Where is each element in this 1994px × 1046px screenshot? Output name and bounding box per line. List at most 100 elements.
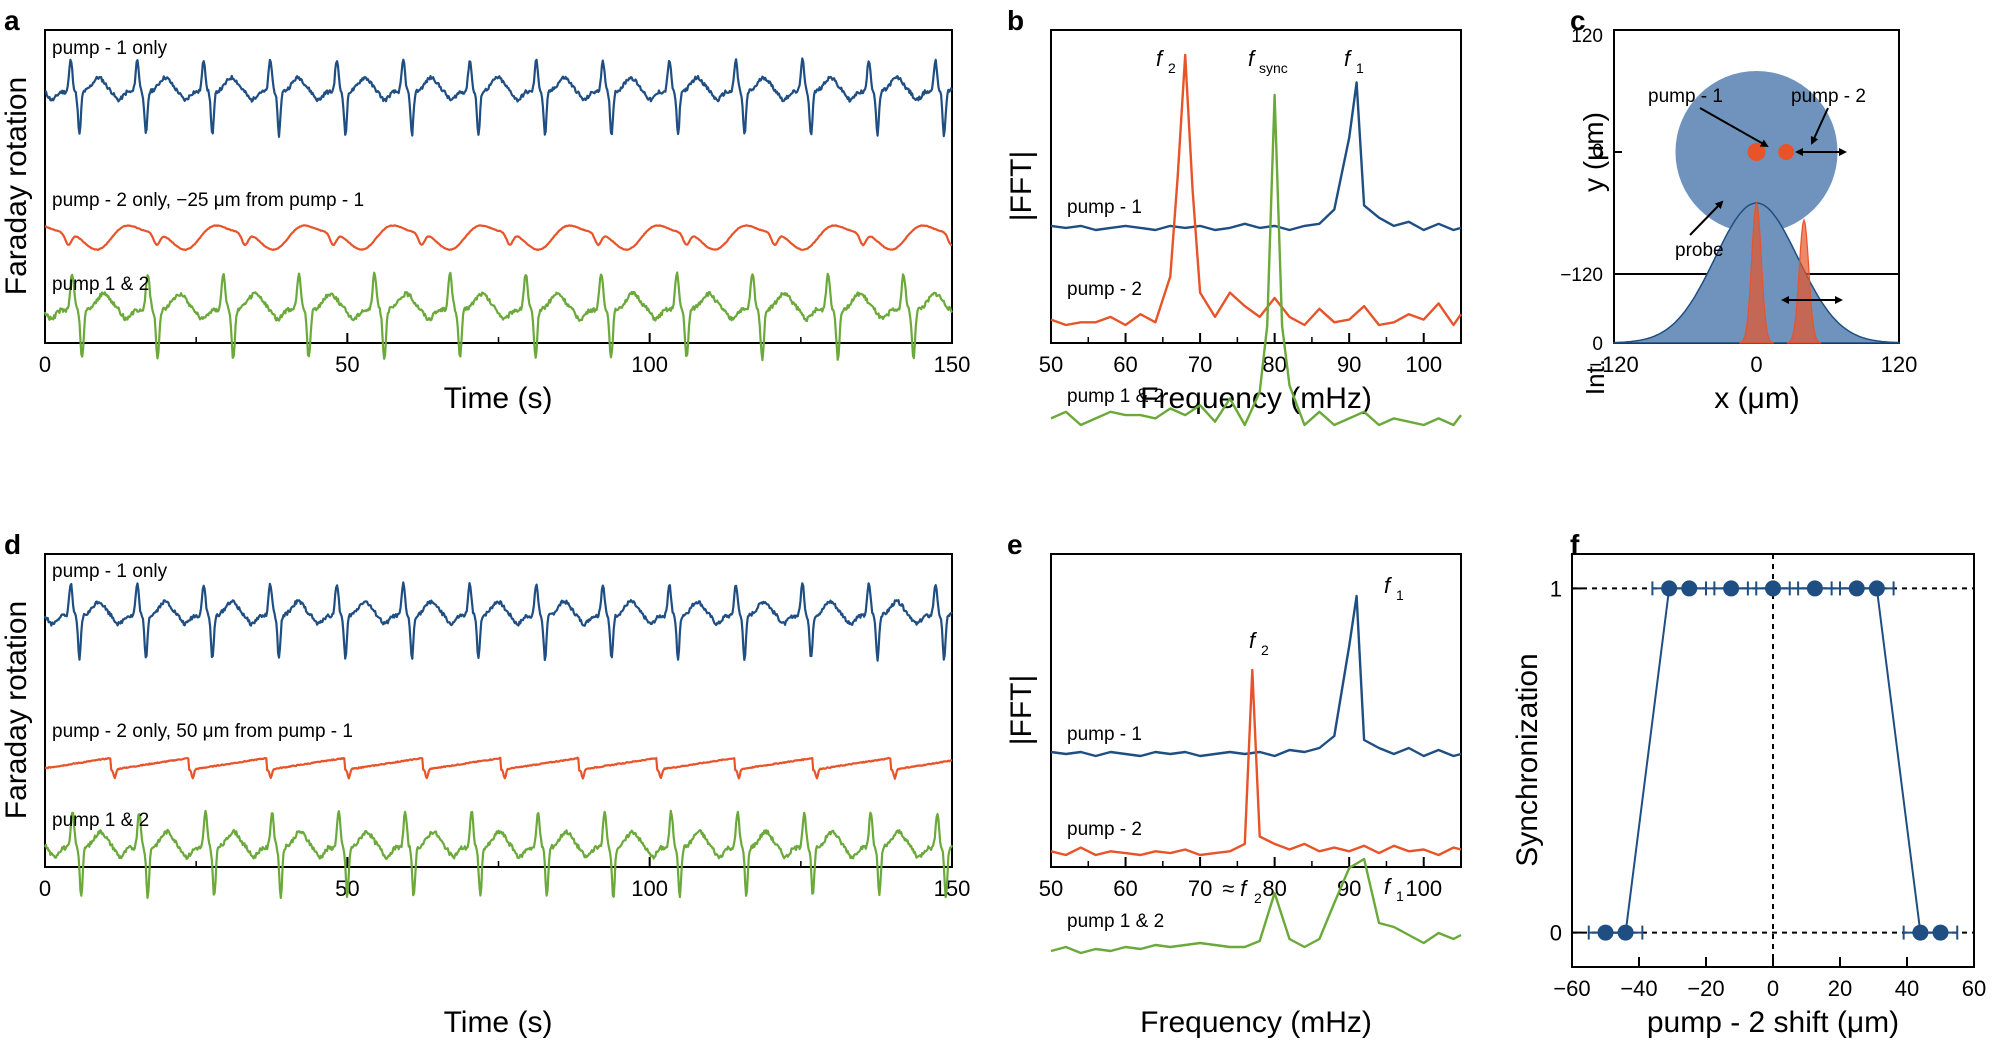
x-tick-label-e: 100 xyxy=(1405,876,1442,901)
traces-b xyxy=(1050,53,1462,427)
x-tick-label-d: 0 xyxy=(39,876,51,901)
peak-label-e-f1-top-sub: 1 xyxy=(1396,587,1404,603)
y-tick-c-bottom-0: 0 xyxy=(1592,334,1603,355)
x-tick-label-e: 60 xyxy=(1113,876,1137,901)
plot-frame-d xyxy=(44,553,953,868)
y-axis-label-a: Faraday rotation xyxy=(0,77,33,295)
plot-frame-e xyxy=(1050,553,1462,868)
x-ticks-d: 0 50 100 150 xyxy=(39,857,970,901)
trace-label-a-pump2: pump - 2 only, −25 μm from pump - 1 xyxy=(52,190,364,211)
pump1-intensity-profile xyxy=(1739,200,1774,344)
x-ticks-c: −120 0 120 xyxy=(1589,29,1918,377)
arrow-pump2 xyxy=(1810,107,1829,145)
panel-letter-f: f xyxy=(1570,529,1580,560)
x-tick-label-f: 60 xyxy=(1962,976,1986,1001)
panel-letter-d: d xyxy=(4,529,21,560)
x-tick-label-c: 0 xyxy=(1750,352,1762,377)
peak-label-b-fsync-sub: sync xyxy=(1259,60,1288,76)
peak-label-e-f1-top-base: f xyxy=(1384,573,1393,598)
peak-label-b-f1: f 1 xyxy=(1344,46,1364,76)
x-axis-label-f: pump - 2 shift (μm) xyxy=(1647,1006,1899,1039)
panel-letter-c: c xyxy=(1570,5,1586,36)
x-tick-label-b: 100 xyxy=(1405,352,1442,377)
panel-c: c y (μm) Int. x (μm) 120 0 −120 0 −120 0 1… xyxy=(1560,5,1917,415)
fft-b-pump1 xyxy=(1050,81,1462,232)
peak-label-e-approx-f2-sub: 2 xyxy=(1254,890,1262,906)
fft-e-pump1 xyxy=(1050,594,1462,758)
y-tick-label-f: 0 xyxy=(1550,921,1562,946)
peak-label-b-fsync-base: f xyxy=(1248,46,1257,71)
annotation-c-pump1: pump - 1 xyxy=(1648,86,1723,107)
plot-frame-b xyxy=(1050,29,1462,344)
x-axis-label-e: Frequency (mHz) xyxy=(1140,1006,1372,1039)
sync-point xyxy=(1932,924,1949,941)
sync-point xyxy=(1806,580,1823,597)
trace-label-b-pump2: pump - 2 xyxy=(1067,279,1142,300)
x-ticks-a: 0 50 100 150 xyxy=(39,333,970,377)
y-tick-c-0: 0 xyxy=(1592,141,1603,162)
panel-letter-b: b xyxy=(1007,5,1024,36)
panel-letter-e: e xyxy=(1007,529,1023,560)
x-tick-label-a: 50 xyxy=(335,352,359,377)
peak-label-e-f1-bottom-base: f xyxy=(1384,874,1393,899)
x-tick-label-f: −20 xyxy=(1687,976,1724,1001)
peak-label-b-fsync: f sync xyxy=(1248,46,1288,76)
x-tick-label-f: 0 xyxy=(1767,976,1779,1001)
trace-d-both xyxy=(43,809,954,899)
peak-label-e-f1-bottom: f 1 xyxy=(1384,874,1404,904)
x-tick-label-f: −60 xyxy=(1553,976,1590,1001)
peak-label-e-f2: f 2 xyxy=(1249,628,1269,658)
trace-d-pump1 xyxy=(43,581,953,662)
sync-scatter-f xyxy=(1572,554,1974,967)
peak-label-e-f1-bottom-sub: 1 xyxy=(1396,888,1404,904)
axis-ticks-f: −60 −40 −20 0 20 40 60 0 1 xyxy=(1550,576,1986,1001)
sync-point xyxy=(1681,580,1698,597)
sync-point xyxy=(1617,924,1634,941)
x-tick-label-f: −40 xyxy=(1620,976,1657,1001)
trace-label-e-pump2: pump - 2 xyxy=(1067,819,1142,840)
x-tick-label-d: 150 xyxy=(934,876,971,901)
x-tick-label-c: 120 xyxy=(1881,352,1918,377)
peak-label-e-f1-top: f 1 xyxy=(1384,573,1404,603)
peak-label-b-f2: f 2 xyxy=(1156,46,1176,76)
y-axis-label-c-top: y (μm) xyxy=(1578,112,1609,192)
trace-label-a-pump1: pump - 1 only xyxy=(52,38,168,59)
probe-and-pumps-c xyxy=(1613,70,1900,344)
fft-b-both xyxy=(1050,93,1462,427)
x-axis-label-d: Time (s) xyxy=(444,1006,553,1039)
y-axis-label-d: Faraday rotation xyxy=(0,601,33,819)
arrow-pump1 xyxy=(1699,107,1769,147)
peak-label-e-approx-f2-base: ≈ f xyxy=(1222,876,1249,901)
y-axis-label-f: Synchronization xyxy=(1511,653,1544,866)
sync-line xyxy=(1605,587,1941,934)
panel-a: a Faraday rotation Time (s) 0 50 100 150 pu… xyxy=(0,5,970,415)
panel-b: b |FFT| Frequency (mHz) 50 60 70 80 90 100 pu… xyxy=(1005,5,1462,427)
trace-label-b-both: pump 1 & 2 xyxy=(1067,386,1164,407)
x-tick-label-f: 40 xyxy=(1895,976,1919,1001)
y-tick-label-f: 1 xyxy=(1550,576,1562,601)
peak-label-b-f2-sub: 2 xyxy=(1168,60,1176,76)
traces-d xyxy=(43,581,954,899)
peak-label-e-f2-sub: 2 xyxy=(1261,642,1269,658)
pump2-intensity-profile xyxy=(1786,218,1822,344)
panel-f: f Synchronization pump - 2 shift (μm) −6… xyxy=(1511,529,1986,1039)
x-tick-label-d: 100 xyxy=(631,876,668,901)
peak-label-e-approx-f2: ≈ f 2 xyxy=(1222,876,1262,906)
sync-point xyxy=(1765,580,1781,597)
trace-label-a-both: pump 1 & 2 xyxy=(52,274,149,295)
pump2-spot xyxy=(1778,144,1795,160)
fft-e-pump2 xyxy=(1050,668,1462,857)
x-tick-label-f: 20 xyxy=(1828,976,1852,1001)
y-axis-label-e: |FFT| xyxy=(1005,675,1038,746)
peak-label-b-f2-base: f xyxy=(1156,46,1165,71)
y-tick-c-neg120: −120 xyxy=(1560,265,1603,286)
x-tick-label-b: 90 xyxy=(1337,352,1361,377)
pump1-spot xyxy=(1747,143,1766,161)
trace-label-d-both: pump 1 & 2 xyxy=(52,810,149,831)
x-tick-label-b: 70 xyxy=(1188,352,1212,377)
sync-point xyxy=(1723,580,1740,597)
fft-e-both xyxy=(1050,857,1462,955)
y-axis-label-c-bottom: Int. xyxy=(1580,359,1610,395)
trace-a-pump1 xyxy=(44,57,953,138)
